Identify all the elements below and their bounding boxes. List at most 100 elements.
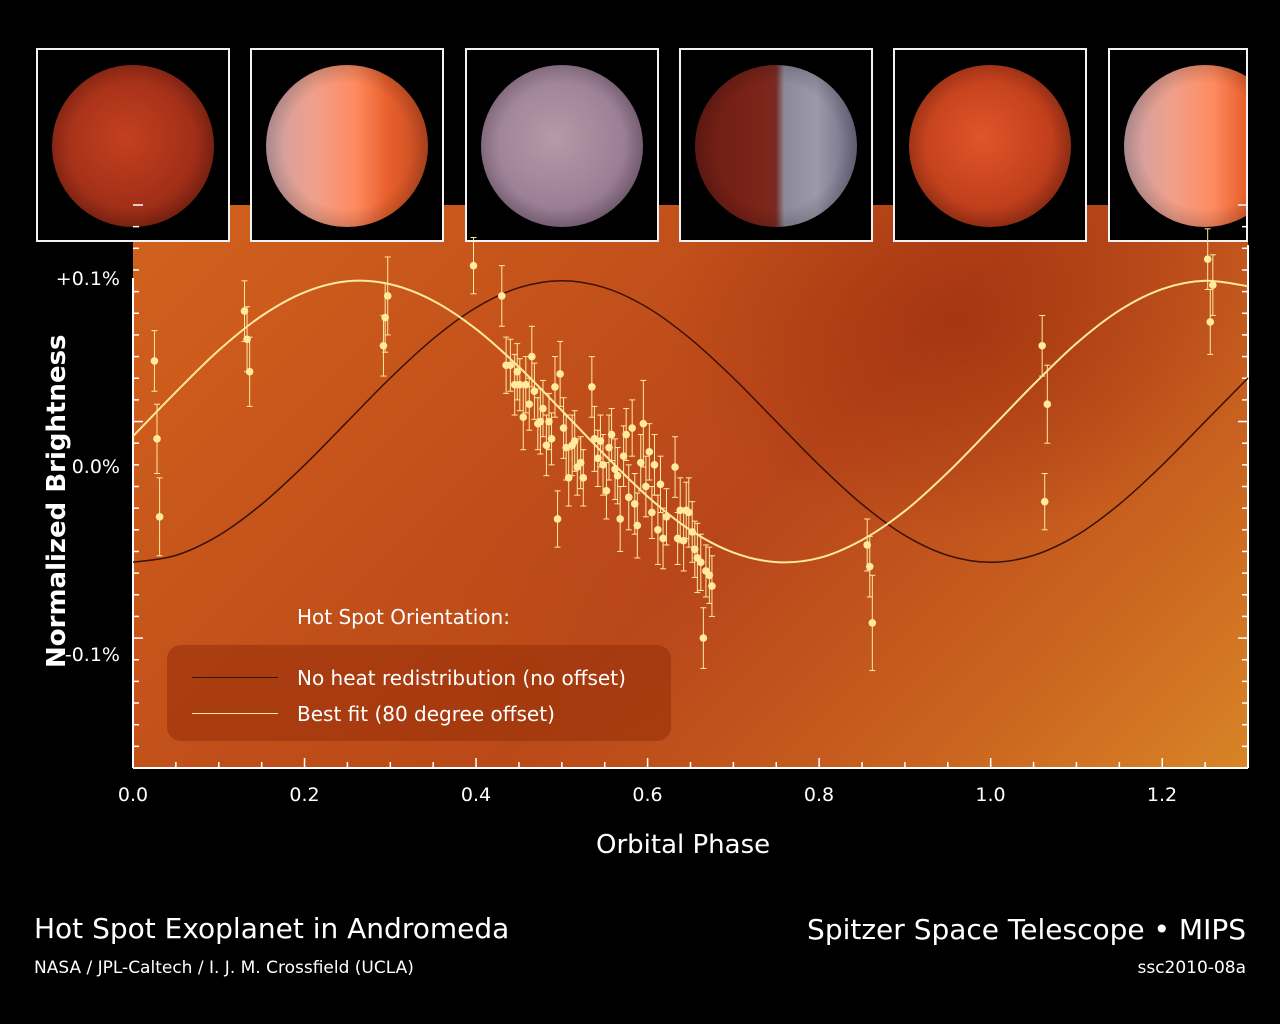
x-tick-label: 0.6 (632, 784, 663, 806)
data-point (522, 380, 530, 389)
planet-thumbnail-3 (465, 48, 659, 242)
data-point (153, 435, 161, 443)
planet-image (266, 65, 428, 227)
data-point (645, 448, 654, 456)
data-point (622, 430, 630, 439)
data-point (708, 582, 716, 590)
data-point (690, 545, 699, 554)
data-point (1040, 497, 1049, 506)
planet-image (481, 65, 643, 227)
data-point (513, 367, 522, 376)
planet-thumbnail-6 (1108, 48, 1248, 242)
best-fit-curve (132, 279, 1249, 564)
data-point (605, 443, 613, 452)
data-point (636, 458, 645, 467)
x-tick-label: 0.8 (803, 784, 835, 806)
no-offset-curve (132, 280, 1249, 564)
data-point (630, 500, 639, 508)
instrument-label: Spitzer Space Telescope • MIPS (807, 913, 1246, 946)
data-point (383, 292, 392, 300)
data-point (628, 424, 636, 432)
figure-credit: NASA / JPL-Caltech / I. J. M. Crossfield… (34, 958, 414, 978)
data-point (613, 471, 622, 480)
data-point (639, 419, 648, 428)
x-tick-label: 1.2 (1146, 784, 1178, 806)
data-point (671, 463, 679, 471)
data-point (676, 506, 685, 515)
data-point (654, 526, 662, 534)
data-point (536, 417, 545, 426)
y-axis-label: Normalized Brightness (42, 334, 72, 668)
data-point (650, 461, 659, 469)
data-point (633, 521, 642, 530)
data-point (662, 513, 671, 521)
data-point (519, 413, 528, 422)
data-point (588, 383, 596, 391)
data-point (602, 487, 611, 495)
data-point (868, 619, 877, 627)
data-point (619, 452, 628, 460)
data-point (590, 435, 599, 443)
figure-title: Hot Spot Exoplanet in Andromeda (34, 912, 510, 945)
data-point (865, 562, 874, 571)
data-point (553, 515, 562, 523)
data-point (659, 534, 667, 543)
data-point (705, 571, 714, 580)
data-point (525, 400, 534, 409)
planet-image (909, 65, 1071, 227)
legend-label-best-fit: Best fit (80 degree offset) (297, 702, 555, 726)
planet-thumbnail-5 (893, 48, 1087, 242)
data-point (684, 508, 693, 517)
x-tick-label: 0.0 (117, 784, 149, 806)
y-tick-label: +0.1% (55, 268, 120, 290)
data-point (696, 558, 705, 567)
data-point (624, 493, 633, 502)
data-point (245, 367, 254, 376)
y-tick-label: 0.0% (71, 456, 120, 478)
data-point (1203, 255, 1212, 263)
x-tick-label: 0.2 (289, 784, 320, 806)
data-point (379, 341, 388, 350)
data-point (150, 357, 159, 365)
data-point (656, 480, 665, 489)
planet-thumbnail-4 (679, 48, 873, 242)
data-point (559, 424, 568, 432)
data-point (1043, 400, 1052, 409)
data-point (545, 417, 553, 426)
data-point (607, 430, 616, 439)
legend-swatch-no-offset (192, 677, 278, 678)
planet-image (1124, 65, 1246, 227)
x-tick-label: 1.0 (975, 784, 1006, 806)
data-point (516, 380, 524, 389)
data-point (530, 387, 539, 396)
data-point (506, 361, 515, 370)
planet-thumbnail-2 (250, 48, 444, 242)
x-axis-label: Orbital Phase (596, 830, 771, 860)
data-point (579, 474, 588, 482)
data-point (616, 515, 624, 523)
data-point (240, 307, 249, 315)
data-point (547, 435, 556, 443)
legend-swatch-best-fit (192, 713, 278, 714)
legend-label-no-offset: No heat redistribution (no offset) (297, 666, 626, 690)
data-point (596, 437, 605, 445)
data-point (699, 634, 708, 642)
data-point (1206, 318, 1215, 326)
data-point (528, 352, 536, 361)
legend-title: Hot Spot Orientation: (297, 605, 510, 629)
data-point (1038, 341, 1046, 350)
planet-image (695, 65, 857, 227)
data-point (863, 541, 871, 549)
planet-thumbnail-1 (36, 48, 230, 242)
data-point (688, 528, 697, 536)
image-code: ssc2010-08a (1137, 958, 1246, 978)
data-point (498, 292, 506, 300)
data-point (648, 508, 656, 517)
data-point (381, 313, 389, 322)
data-point (469, 261, 478, 270)
data-point (556, 370, 564, 378)
data-point (542, 441, 551, 450)
data-point (1209, 281, 1217, 289)
data-point (642, 482, 650, 491)
